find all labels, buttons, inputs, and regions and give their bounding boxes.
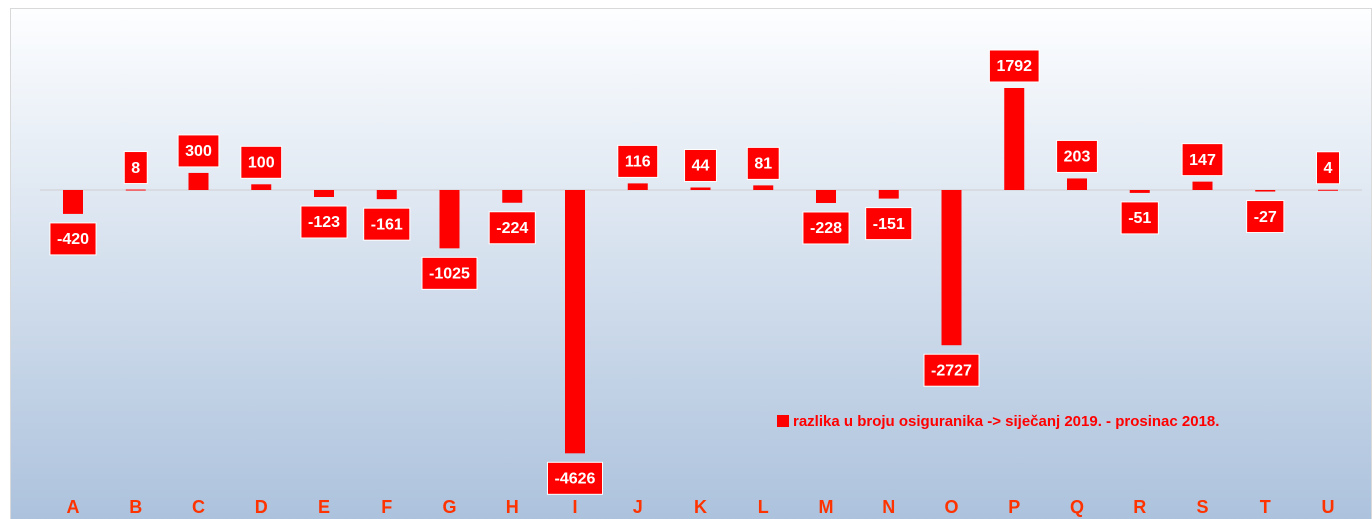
data-label: 203: [1064, 149, 1091, 166]
legend-swatch: [777, 415, 789, 427]
data-label-box: [546, 461, 604, 495]
plot-area: [10, 8, 1372, 519]
bar: [1067, 178, 1087, 190]
x-tick-label: J: [633, 497, 643, 517]
x-tick-label: Q: [1070, 497, 1084, 517]
bar: [439, 190, 460, 249]
bar: [1192, 181, 1213, 190]
data-label-box: [1181, 143, 1224, 177]
bar: [125, 189, 146, 191]
data-label-box: [1246, 200, 1285, 234]
data-label: -420: [57, 231, 89, 248]
data-label-box: [49, 222, 97, 256]
data-label: -123: [308, 214, 340, 231]
data-label-box: [684, 148, 717, 182]
data-label-box: [746, 146, 780, 180]
bar: [63, 190, 83, 214]
bar: [1255, 190, 1276, 192]
bar: [314, 190, 334, 198]
bar: [502, 190, 523, 203]
x-tick-label: E: [318, 497, 330, 517]
data-label: -2727: [931, 362, 972, 379]
x-tick-label: K: [694, 497, 707, 517]
x-tick-label: H: [506, 497, 519, 517]
data-label-box: [177, 134, 220, 168]
x-tick-label: T: [1260, 497, 1271, 517]
data-label: 116: [625, 154, 651, 171]
x-tick-label: U: [1322, 497, 1335, 517]
data-label: -161: [371, 216, 403, 233]
x-tick-label: G: [442, 497, 456, 517]
bar: [753, 185, 774, 190]
x-tick-label: A: [67, 497, 80, 517]
data-label-box: [123, 151, 148, 185]
x-tick-label: C: [192, 497, 205, 517]
legend-label: razlika u broju osiguranika -> siječanj …: [793, 413, 1219, 430]
data-label-box: [363, 207, 411, 241]
bar: [941, 190, 962, 346]
x-tick-label: D: [255, 497, 268, 517]
x-tick-label: N: [882, 497, 895, 517]
data-label: 1792: [996, 58, 1032, 75]
x-tick-label: M: [819, 497, 834, 517]
x-tick-label: S: [1196, 497, 1208, 517]
bar: [690, 187, 711, 190]
data-label-box: [923, 353, 980, 387]
x-tick-label: I: [572, 497, 577, 517]
bar: [188, 172, 209, 190]
data-label: 147: [1189, 152, 1216, 169]
bar: [1004, 88, 1025, 190]
data-label-box: [240, 145, 283, 179]
bar: [627, 183, 648, 190]
x-tick-label: B: [129, 497, 142, 517]
x-tick-label: P: [1008, 497, 1020, 517]
bar: [251, 184, 272, 190]
data-label: -224: [496, 220, 528, 237]
data-label: 100: [248, 155, 275, 172]
data-label: -4626: [555, 471, 596, 488]
data-label: 44: [692, 158, 710, 175]
bar: [1129, 190, 1150, 193]
bar: [376, 190, 397, 200]
data-label-box: [1120, 201, 1159, 235]
data-label-box: [421, 256, 478, 290]
data-label-box: [617, 144, 659, 178]
x-tick-label: R: [1133, 497, 1146, 517]
data-label-box: [1056, 139, 1098, 173]
data-label: -151: [873, 216, 905, 233]
data-label-box: [802, 211, 850, 245]
x-tick-label: F: [381, 497, 392, 517]
bar: [565, 190, 585, 454]
data-label: 81: [754, 156, 772, 173]
data-label-box: [300, 205, 348, 239]
data-label: -228: [810, 220, 842, 237]
data-label: -1025: [429, 266, 470, 283]
data-label: 8: [131, 160, 140, 177]
data-label: -27: [1254, 209, 1277, 226]
bar: [816, 190, 836, 203]
data-label-box: [988, 49, 1040, 83]
data-label: -51: [1128, 210, 1151, 227]
data-label-box: [865, 207, 913, 241]
bar: [1318, 189, 1338, 191]
data-label-box: [1316, 151, 1340, 185]
x-tick-label: O: [944, 497, 958, 517]
data-label-box: [488, 211, 536, 245]
data-label: 300: [185, 143, 212, 160]
bar: [878, 190, 899, 199]
x-tick-label: L: [758, 497, 769, 517]
data-label: 4: [1324, 160, 1333, 177]
